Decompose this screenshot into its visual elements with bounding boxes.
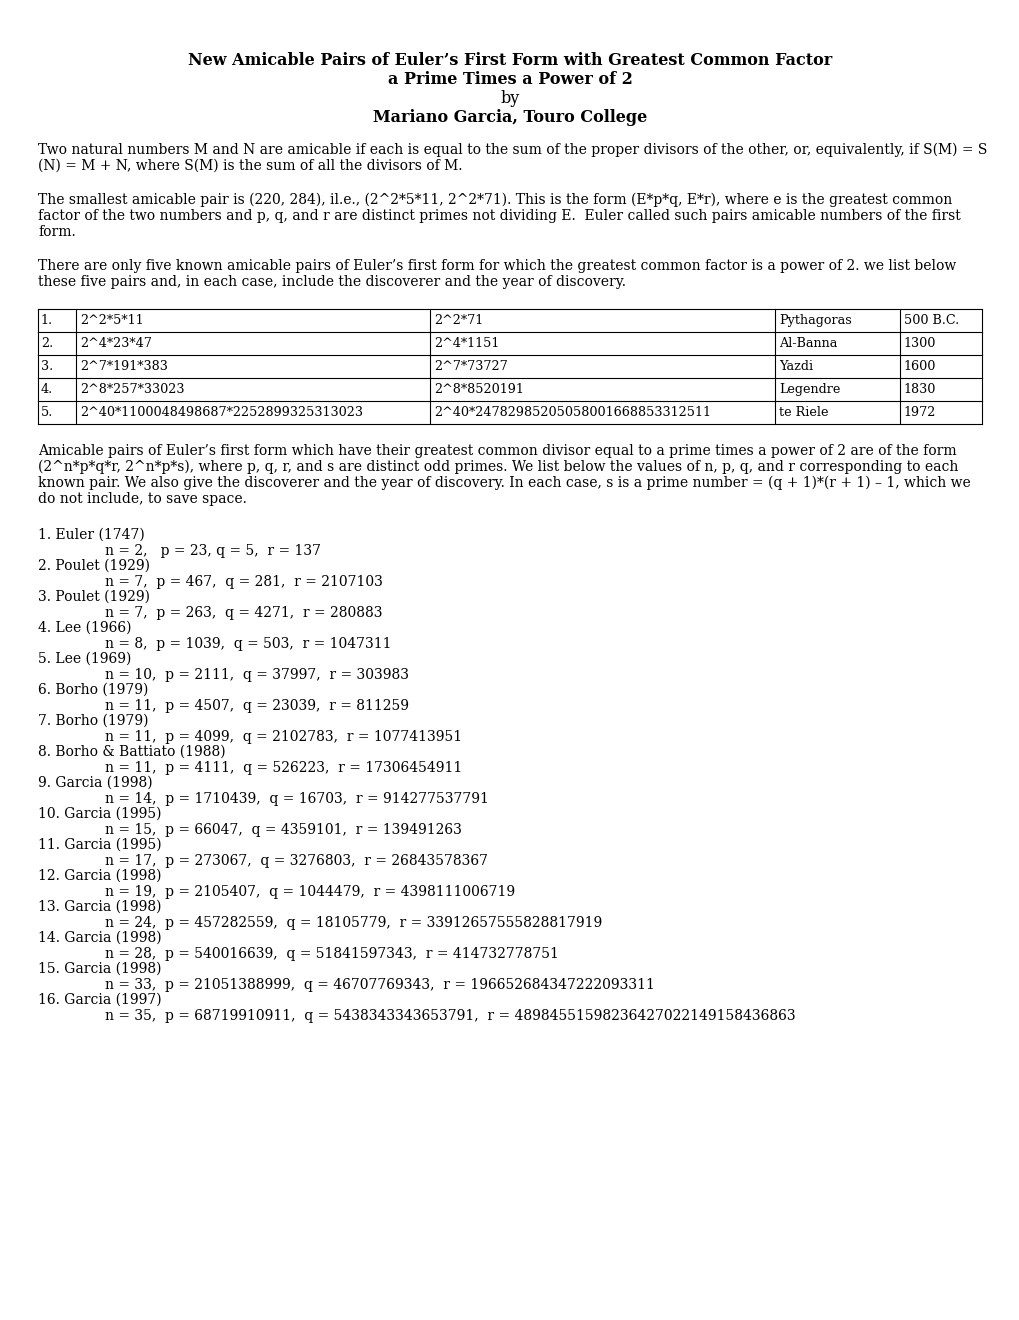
Text: Yazdi: Yazdi (779, 360, 812, 374)
Text: 2^2*5*11: 2^2*5*11 (79, 314, 144, 327)
Text: 1830: 1830 (903, 383, 935, 396)
Text: (N) = M + N, where S(M) is the sum of all the divisors of M.: (N) = M + N, where S(M) is the sum of al… (38, 158, 462, 173)
Text: Al-Banna: Al-Banna (779, 337, 837, 350)
Text: 4.: 4. (41, 383, 53, 396)
Text: Amicable pairs of Euler’s first form which have their greatest common divisor eq: Amicable pairs of Euler’s first form whi… (38, 444, 956, 458)
Text: Mariano Garcia, Touro College: Mariano Garcia, Touro College (373, 110, 646, 125)
Text: 1600: 1600 (903, 360, 935, 374)
Text: n = 7,  p = 467,  q = 281,  r = 2107103: n = 7, p = 467, q = 281, r = 2107103 (105, 576, 382, 589)
Text: 2^40*1100048498687*2252899325313023: 2^40*1100048498687*2252899325313023 (79, 407, 363, 418)
Text: 8. Borho & Battiato (1988): 8. Borho & Battiato (1988) (38, 744, 225, 759)
Text: New Amicable Pairs of Euler’s First Form with Greatest Common Factor: New Amicable Pairs of Euler’s First Form… (187, 51, 832, 69)
Text: n = 8,  p = 1039,  q = 503,  r = 1047311: n = 8, p = 1039, q = 503, r = 1047311 (105, 638, 391, 651)
Text: do not include, to save space.: do not include, to save space. (38, 492, 247, 506)
Text: There are only five known amicable pairs of Euler’s first form for which the gre: There are only five known amicable pairs… (38, 259, 956, 273)
Text: n = 15,  p = 66047,  q = 4359101,  r = 139491263: n = 15, p = 66047, q = 4359101, r = 1394… (105, 822, 462, 837)
Text: n = 33,  p = 21051388999,  q = 46707769343,  r = 196652684347222093311: n = 33, p = 21051388999, q = 46707769343… (105, 978, 654, 993)
Text: 2^4*23*47: 2^4*23*47 (79, 337, 152, 350)
Text: n = 24,  p = 457282559,  q = 18105779,  r = 33912657555828817919: n = 24, p = 457282559, q = 18105779, r =… (105, 916, 601, 931)
Text: 16. Garcia (1997): 16. Garcia (1997) (38, 993, 161, 1007)
Text: Pythagoras: Pythagoras (779, 314, 851, 327)
Text: 3.: 3. (41, 360, 53, 374)
Text: 12. Garcia (1998): 12. Garcia (1998) (38, 869, 161, 883)
Text: 3. Poulet (1929): 3. Poulet (1929) (38, 590, 150, 605)
Text: factor of the two numbers and p, q, and r are distinct primes not dividing E.  E: factor of the two numbers and p, q, and … (38, 209, 960, 223)
Text: 5.: 5. (41, 407, 53, 418)
Text: 2^7*73727: 2^7*73727 (433, 360, 507, 374)
Text: known pair. We also give the discoverer and the year of discovery. In each case,: known pair. We also give the discoverer … (38, 477, 970, 491)
Text: 10. Garcia (1995): 10. Garcia (1995) (38, 807, 161, 821)
Text: n = 17,  p = 273067,  q = 3276803,  r = 26843578367: n = 17, p = 273067, q = 3276803, r = 268… (105, 854, 487, 869)
Text: 4. Lee (1966): 4. Lee (1966) (38, 620, 131, 635)
Text: 2^4*1151: 2^4*1151 (433, 337, 499, 350)
Text: n = 2,   p = 23, q = 5,  r = 137: n = 2, p = 23, q = 5, r = 137 (105, 544, 321, 558)
Text: (2^n*p*q*r, 2^n*p*s), where p, q, r, and s are distinct odd primes. We list belo: (2^n*p*q*r, 2^n*p*s), where p, q, r, and… (38, 459, 958, 474)
Text: 5. Lee (1969): 5. Lee (1969) (38, 652, 131, 667)
Text: 15. Garcia (1998): 15. Garcia (1998) (38, 962, 161, 975)
Text: 7. Borho (1979): 7. Borho (1979) (38, 714, 149, 729)
Text: by: by (500, 90, 519, 107)
Text: 2. Poulet (1929): 2. Poulet (1929) (38, 558, 150, 573)
Text: n = 14,  p = 1710439,  q = 16703,  r = 914277537791: n = 14, p = 1710439, q = 16703, r = 9142… (105, 792, 488, 807)
Text: 500 B.C.: 500 B.C. (903, 314, 958, 327)
Text: n = 7,  p = 263,  q = 4271,  r = 280883: n = 7, p = 263, q = 4271, r = 280883 (105, 606, 382, 620)
Text: 11. Garcia (1995): 11. Garcia (1995) (38, 838, 161, 851)
Text: n = 10,  p = 2111,  q = 37997,  r = 303983: n = 10, p = 2111, q = 37997, r = 303983 (105, 668, 409, 682)
Text: Legendre: Legendre (779, 383, 840, 396)
Text: n = 11,  p = 4111,  q = 526223,  r = 17306454911: n = 11, p = 4111, q = 526223, r = 173064… (105, 762, 462, 775)
Text: a Prime Times a Power of 2: a Prime Times a Power of 2 (387, 71, 632, 88)
Text: 2^8*8520191: 2^8*8520191 (433, 383, 524, 396)
Text: 6. Borho (1979): 6. Borho (1979) (38, 682, 148, 697)
Text: 2.: 2. (41, 337, 53, 350)
Text: te Riele: te Riele (779, 407, 827, 418)
Text: 1.: 1. (41, 314, 53, 327)
Text: 1. Euler (1747): 1. Euler (1747) (38, 528, 145, 543)
Text: 2^8*257*33023: 2^8*257*33023 (79, 383, 184, 396)
Text: 9. Garcia (1998): 9. Garcia (1998) (38, 776, 153, 789)
Text: 13. Garcia (1998): 13. Garcia (1998) (38, 900, 161, 913)
Text: 1300: 1300 (903, 337, 935, 350)
Text: n = 11,  p = 4507,  q = 23039,  r = 811259: n = 11, p = 4507, q = 23039, r = 811259 (105, 700, 409, 713)
Text: 14. Garcia (1998): 14. Garcia (1998) (38, 931, 161, 945)
Text: Two natural numbers M and N are amicable if each is equal to the sum of the prop: Two natural numbers M and N are amicable… (38, 143, 986, 157)
Text: 2^7*191*383: 2^7*191*383 (79, 360, 168, 374)
Text: 1972: 1972 (903, 407, 935, 418)
Text: n = 35,  p = 68719910911,  q = 5438343343653791,  r = 48984551598236427022149158: n = 35, p = 68719910911, q = 54383433436… (105, 1008, 795, 1023)
Text: n = 19,  p = 2105407,  q = 1044479,  r = 4398111006719: n = 19, p = 2105407, q = 1044479, r = 43… (105, 884, 515, 899)
Text: 2^40*24782985205058001668853312511: 2^40*24782985205058001668853312511 (433, 407, 710, 418)
Text: n = 28,  p = 540016639,  q = 51841597343,  r = 414732778751: n = 28, p = 540016639, q = 51841597343, … (105, 946, 558, 961)
Text: n = 11,  p = 4099,  q = 2102783,  r = 1077413951: n = 11, p = 4099, q = 2102783, r = 10774… (105, 730, 462, 744)
Text: form.: form. (38, 224, 75, 239)
Text: The smallest amicable pair is (220, 284), il.e., (2^2*5*11, 2^2*71). This is the: The smallest amicable pair is (220, 284)… (38, 193, 952, 207)
Text: 2^2*71: 2^2*71 (433, 314, 483, 327)
Text: these five pairs and, in each case, include the discoverer and the year of disco: these five pairs and, in each case, incl… (38, 275, 626, 289)
